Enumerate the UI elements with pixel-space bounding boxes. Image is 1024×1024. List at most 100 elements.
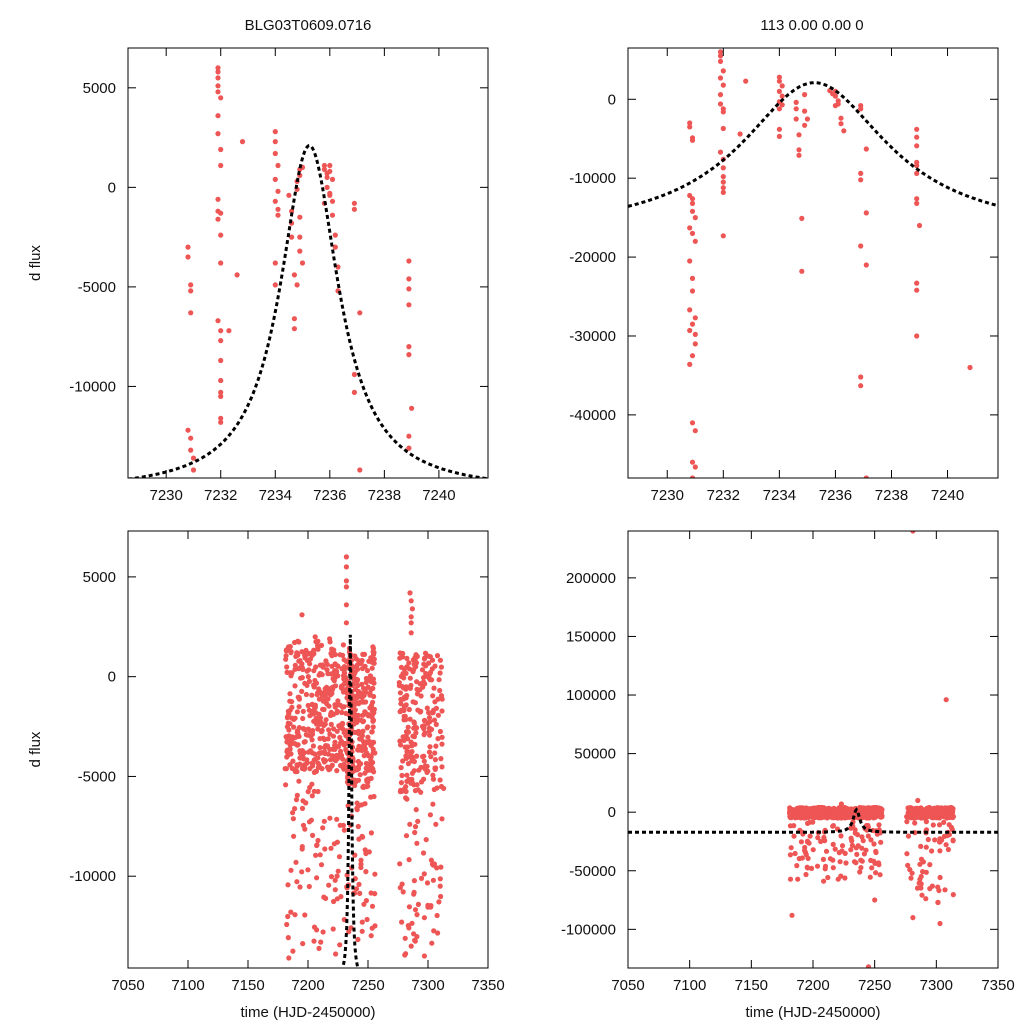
data-point (914, 333, 920, 339)
data-point (914, 287, 920, 293)
data-point (431, 717, 438, 723)
data-point (358, 717, 364, 723)
data-point (403, 951, 409, 957)
data-point (405, 724, 411, 730)
data-point (310, 743, 316, 749)
data-point (352, 653, 358, 659)
data-point (776, 133, 783, 139)
data-point (687, 307, 693, 313)
data-point (414, 912, 420, 918)
data-point (293, 859, 299, 865)
y-tick-label: 0 (608, 91, 616, 108)
data-point (218, 232, 224, 238)
data-point (858, 857, 864, 863)
data-point (324, 661, 330, 668)
data-point (427, 654, 433, 660)
data-point (332, 877, 338, 883)
data-point (369, 665, 375, 671)
data-point (792, 850, 798, 857)
data-point (348, 925, 354, 931)
data-point (366, 849, 372, 855)
data-point (689, 200, 696, 206)
data-point (367, 692, 373, 698)
data-point (328, 721, 334, 728)
data-point (327, 162, 333, 169)
data-point (426, 728, 432, 734)
data-point (906, 814, 912, 820)
data-point (720, 189, 726, 195)
y-tick-label: 50000 (574, 746, 616, 763)
plot-frame (627, 530, 999, 969)
data-point (408, 614, 414, 620)
data-point (421, 915, 427, 921)
data-point (439, 764, 445, 770)
data-point (299, 688, 305, 695)
chart-panels: 7230 7232 7234 7236 7238 7240-10000-500005000… (27, 47, 1015, 1021)
data-point (283, 782, 289, 788)
data-point (372, 871, 378, 877)
y-tick-label: 150000 (566, 628, 616, 645)
data-point (428, 857, 434, 863)
data-point (689, 353, 696, 359)
data-point (424, 705, 430, 711)
data-point (309, 793, 315, 799)
data-point (937, 848, 943, 854)
data-point (865, 822, 871, 829)
data-point (832, 93, 839, 99)
data-point (411, 661, 417, 667)
data-point (908, 875, 914, 881)
y-tick-label: 100000 (566, 687, 616, 704)
data-point (316, 696, 322, 702)
data-point (331, 678, 337, 684)
data-point (932, 837, 938, 843)
data-point (294, 730, 300, 736)
data-point (929, 883, 936, 889)
data-point (835, 101, 841, 107)
data-point (837, 859, 843, 865)
data-point (368, 933, 374, 939)
data-point (935, 811, 941, 817)
data-point (435, 930, 441, 936)
data-point (322, 721, 328, 727)
data-point (311, 938, 317, 944)
data-point (360, 728, 366, 734)
data-point (420, 754, 426, 760)
data-point (687, 225, 693, 231)
data-point (830, 865, 836, 871)
data-point (868, 837, 874, 843)
data-point (844, 811, 850, 817)
data-point (296, 696, 302, 702)
data-point (930, 810, 936, 816)
data-point (333, 951, 339, 957)
data-point (430, 801, 436, 807)
data-point (399, 708, 405, 714)
data-point (849, 842, 856, 849)
data-point (904, 819, 910, 825)
data-point (361, 784, 367, 791)
data-point (322, 758, 329, 764)
data-point (332, 702, 338, 708)
data-point (789, 912, 795, 918)
data-point (779, 93, 785, 99)
data-point (809, 865, 815, 872)
data-point (291, 724, 297, 730)
data-point (322, 745, 328, 751)
data-point (858, 106, 864, 112)
data-point (369, 714, 375, 721)
data-point (215, 83, 221, 89)
x-tick-label: 7234 (259, 487, 292, 504)
data-point (432, 765, 438, 771)
data-point (430, 772, 436, 778)
data-point (215, 65, 221, 71)
data-point (307, 766, 313, 772)
data-point (692, 315, 698, 321)
data-point (322, 686, 328, 692)
data-point (215, 75, 221, 81)
data-point (306, 819, 313, 825)
data-point (427, 669, 434, 676)
x-tick-label: 7250 (858, 977, 891, 994)
data-point (286, 644, 292, 650)
data-point (936, 839, 943, 845)
data-point (411, 891, 417, 897)
